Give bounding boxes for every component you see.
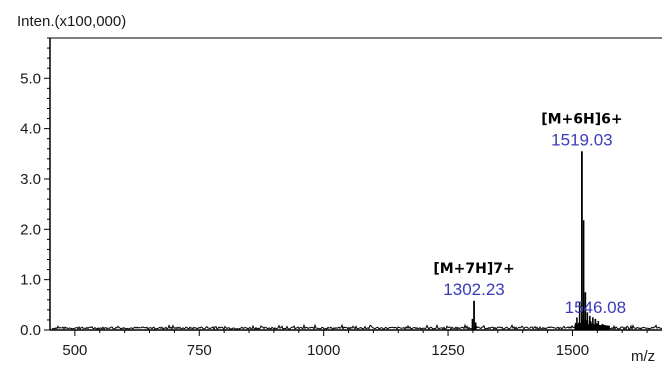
- y-tick-label: 3.0: [20, 171, 41, 188]
- x-axis-title: m/z: [631, 348, 655, 365]
- peak-labels: 1302.23 [M+7H]7+ 1519.03 [M+6H]6+ 1546.08: [433, 111, 626, 317]
- peak-mz-label: 1546.08: [565, 298, 626, 317]
- ion-annotation: [M+6H]6+: [541, 111, 622, 127]
- peak-mz-label: 1519.03: [551, 130, 612, 149]
- y-tick-label: 5.0: [20, 70, 41, 87]
- ion-annotation: [M+7H]7+: [433, 261, 514, 277]
- x-tick-label: 750: [187, 342, 212, 359]
- x-tick-label: 1500: [556, 342, 589, 359]
- y-tick-label: 1.0: [20, 272, 41, 289]
- noise-baseline: [51, 323, 663, 331]
- x-tick-label: 1000: [307, 342, 340, 359]
- peak-mz-label: 1302.23: [443, 280, 504, 299]
- y-tick-label: 4.0: [20, 121, 41, 138]
- y-tick-label: 2.0: [20, 221, 41, 238]
- y-axis-title: Inten.(x100,000): [17, 13, 126, 30]
- spectrum-trace-group: [51, 151, 663, 331]
- x-tick-label: 1250: [431, 342, 464, 359]
- y-axis-ticks: 0.0 1.0 2.0 3.0 4.0 5.0: [20, 37, 50, 339]
- y-tick-label: 0.0: [20, 322, 41, 339]
- x-axis-ticks: 500 750 1000 1250 1500: [62, 330, 648, 359]
- x-tick-label: 500: [62, 342, 87, 359]
